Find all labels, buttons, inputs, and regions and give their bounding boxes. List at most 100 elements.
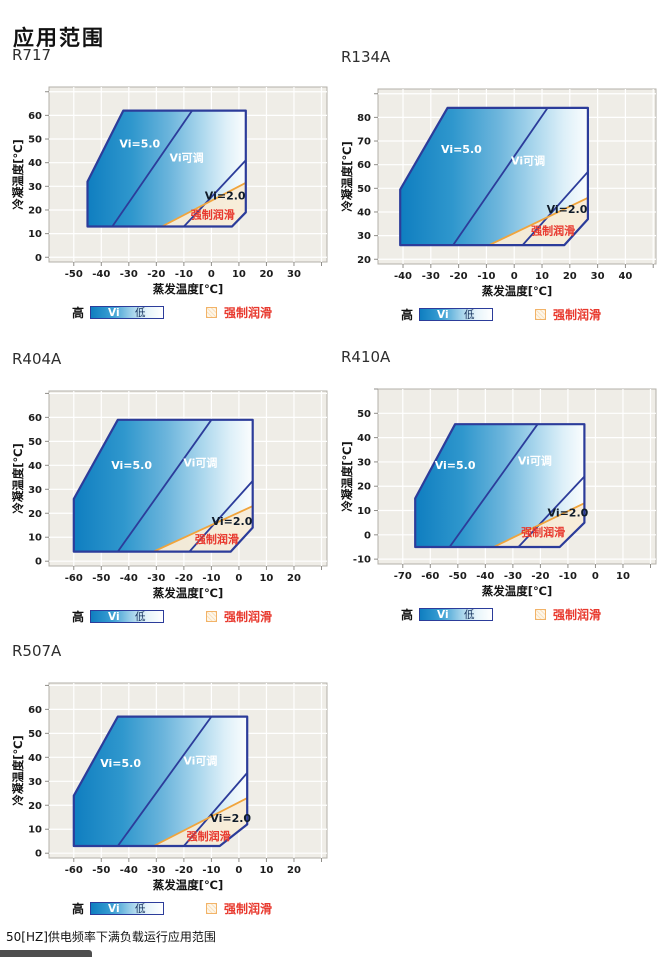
operating-envelope — [73, 716, 248, 846]
x-tick-label: -10 — [559, 571, 577, 582]
operating-envelope — [400, 107, 588, 246]
y-tick-label: 30 — [357, 457, 371, 468]
chart-r410a: R410A Vi=5.0 Vi可调 Vi=2.0 强制润滑 -70 -60 -50 -40 -3… — [339, 348, 663, 622]
y-tick-label: 0 — [35, 253, 42, 264]
vi-adjustable-divider — [452, 107, 549, 246]
legend-low-label: 低 — [135, 903, 146, 915]
envelope-outline — [86, 109, 247, 228]
legend-vi-label: Vi — [108, 307, 120, 319]
chart-legend: 高 Vi 低 强制润滑 — [401, 307, 663, 322]
x-tick-label: -40 — [92, 269, 110, 280]
region-label: 强制润滑 — [195, 532, 239, 546]
legend-low-label: 低 — [135, 611, 146, 623]
legend-forced-lube-label: 强制润滑 — [224, 610, 273, 624]
x-axis-title: 蒸发温度[℃] — [153, 878, 223, 892]
x-tick-label: 10 — [259, 573, 273, 584]
y-tick-label: 50 — [28, 135, 42, 146]
x-tick-label: 0 — [235, 573, 242, 584]
page-title: 应用范围 — [13, 26, 105, 51]
x-tick-label: -50 — [449, 571, 467, 582]
x-tick-label: -30 — [120, 269, 138, 280]
y-axis-title: 冷凝温度[℃] — [340, 441, 354, 511]
y-tick-label: 50 — [357, 409, 371, 420]
x-tick-label: -60 — [65, 865, 83, 876]
legend-forced-lube-swatch — [206, 903, 218, 914]
y-tick-label: 70 — [357, 137, 371, 148]
chart-title: R507A — [12, 642, 62, 660]
x-tick-label: 10 — [616, 571, 630, 582]
operating-envelope — [415, 424, 585, 547]
chart-title: R410A — [341, 348, 391, 366]
x-tick-label: -50 — [65, 269, 83, 280]
legend-forced-lube-label: 强制润滑 — [224, 306, 273, 320]
legend-high-label: 高 — [401, 308, 414, 322]
legend-vi-gradient-bar: Vi 低 — [419, 308, 494, 321]
chart-title: R717 — [12, 46, 52, 64]
y-tick-label: 30 — [357, 231, 371, 242]
next-section-edge — [0, 950, 92, 957]
x-tick-label: -20 — [147, 269, 165, 280]
region-label: Vi=5.0 — [111, 459, 152, 472]
chart-r410a-plot: Vi=5.0 Vi可调 Vi=2.0 强制润滑 -70 -60 -50 -40 -30 -20 -1… — [340, 388, 657, 598]
y-tick-label: 30 — [28, 485, 42, 496]
x-tick-label: -50 — [92, 865, 110, 876]
region-label: Vi=5.0 — [119, 137, 160, 150]
legend-forced-lube-label: 强制润滑 — [553, 308, 602, 322]
legend-forced-lube-label: 强制润滑 — [553, 608, 602, 622]
x-tick-label: 0 — [592, 571, 599, 582]
legend-vi-label: Vi — [437, 609, 449, 621]
legend-forced-lube-swatch — [206, 611, 218, 622]
y-tick-label: 60 — [28, 111, 42, 122]
chart-r134a-plot: Vi=5.0 Vi可调 Vi=2.0 强制润滑 -40 -30 -20 -10 0 10 20 30 4… — [340, 88, 657, 298]
region-label: 强制润滑 — [191, 207, 235, 221]
y-tick-label: -10 — [353, 555, 371, 566]
x-axis-title: 蒸发温度[℃] — [153, 586, 223, 600]
x-tick-label: 10 — [535, 271, 549, 282]
y-axis-title: 冷凝温度[℃] — [11, 139, 25, 209]
vi-2-divider — [188, 480, 254, 553]
x-tick-label: 20 — [259, 269, 273, 280]
x-axis-title: 蒸发温度[℃] — [482, 584, 552, 598]
legend-vi-gradient-bar: Vi 低 — [419, 608, 494, 621]
chart-r717-plot: Vi=5.0 Vi可调 Vi=2.0 强制润滑 -50 -40 -30 -20 -10 0 10 20… — [11, 86, 328, 296]
envelope-outline — [399, 106, 589, 247]
region-label: Vi可调 — [518, 453, 552, 467]
chart-r507a: R507A Vi=5.0 Vi可调 Vi=2.0 强制润滑 -60 -50 -40 -30 -2… — [10, 642, 334, 916]
x-tick-label: -40 — [120, 865, 138, 876]
vi-adjustable-divider — [448, 423, 539, 548]
footnote: 50[HZ]供电频率下满负载运行应用范围 — [6, 930, 216, 944]
x-tick-label: -20 — [450, 271, 468, 282]
x-tick-label: -40 — [476, 571, 494, 582]
chart-r404a-plot: Vi=5.0 Vi可调 Vi=2.0 强制润滑 -60 -50 -40 -30 -20 -10 0 1… — [11, 390, 328, 600]
operating-envelope — [73, 419, 253, 552]
legend-low-label: 低 — [464, 609, 475, 621]
x-tick-label: -60 — [65, 573, 83, 584]
x-tick-label: 40 — [618, 271, 632, 282]
vi-2-divider — [183, 772, 248, 847]
y-tick-label: 10 — [28, 825, 42, 836]
x-tick-label: 30 — [591, 271, 605, 282]
y-tick-label: 10 — [28, 533, 42, 544]
legend-high-label: 高 — [72, 306, 85, 320]
legend-high-label: 高 — [72, 902, 85, 916]
legend-high-label: 高 — [72, 610, 85, 624]
region-label: Vi可调 — [183, 456, 217, 470]
x-tick-label: 30 — [287, 269, 301, 280]
envelope-outline — [414, 423, 586, 549]
region-label: Vi可调 — [170, 151, 204, 165]
y-axis-title: 冷凝温度[℃] — [11, 443, 25, 513]
x-tick-label: 20 — [563, 271, 577, 282]
legend-vi-gradient-bar: Vi 低 — [90, 610, 165, 623]
x-tick-label: -30 — [422, 271, 440, 282]
y-tick-label: 80 — [357, 113, 371, 124]
x-tick-label: -10 — [202, 865, 220, 876]
legend-vi-label: Vi — [108, 903, 120, 915]
legend-vi-label: Vi — [437, 309, 449, 321]
region-label: 强制润滑 — [187, 829, 231, 843]
region-label: Vi可调 — [511, 154, 545, 168]
x-tick-label: -40 — [394, 271, 412, 282]
x-tick-label: -30 — [504, 571, 522, 582]
y-tick-label: 0 — [35, 557, 42, 568]
envelope-outline — [72, 418, 254, 553]
x-tick-label: 0 — [235, 865, 242, 876]
